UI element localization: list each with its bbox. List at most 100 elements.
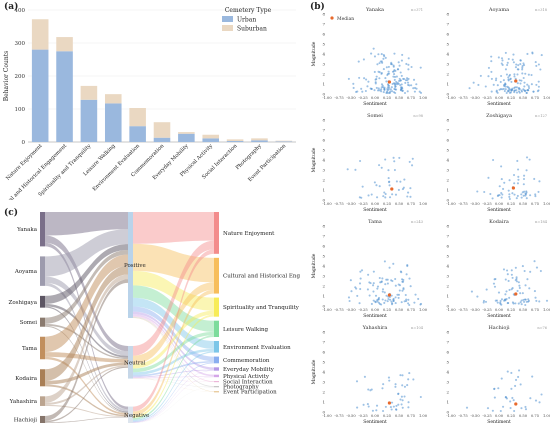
data-point: [504, 88, 507, 91]
data-point: [388, 266, 391, 269]
data-point: [403, 300, 406, 303]
data-point: [513, 193, 516, 196]
x-tick-label: -0.50: [470, 202, 480, 206]
y-tick-label: 6: [446, 350, 449, 355]
y-tick-label: 200: [15, 74, 26, 80]
data-point: [496, 301, 499, 304]
data-point: [522, 64, 526, 67]
sankey-link: [45, 384, 128, 417]
data-point: [509, 406, 512, 410]
source-label: Hachioji: [14, 417, 37, 423]
data-point: [487, 66, 490, 69]
data-point: [486, 407, 490, 410]
data-point: [519, 82, 522, 85]
data-point: [516, 289, 519, 293]
data-point: [520, 299, 523, 302]
data-point: [517, 178, 520, 181]
x-tick-label: 0.75: [407, 308, 416, 312]
data-point: [518, 91, 521, 94]
data-point: [545, 299, 549, 302]
y-tick-label: 4: [446, 264, 449, 269]
data-point: [379, 60, 382, 63]
data-point: [410, 84, 413, 87]
data-point: [381, 277, 384, 280]
data-point: [381, 298, 384, 301]
data-point: [376, 285, 380, 288]
data-point: [507, 79, 510, 82]
data-point: [529, 397, 532, 400]
data-point: [523, 190, 526, 193]
data-point: [520, 303, 523, 306]
behavior-node: [214, 381, 219, 383]
y-tick-label: 4: [446, 52, 449, 57]
data-point: [537, 85, 540, 88]
data-point: [394, 383, 397, 386]
data-point: [412, 87, 415, 90]
x-tick-label: -1.00: [322, 414, 332, 418]
y-tick-label: 7: [446, 234, 449, 239]
sankey-link: [133, 310, 214, 369]
y-tick-label: 2: [322, 72, 325, 77]
behavior-node: [214, 386, 219, 388]
data-point: [373, 181, 376, 184]
data-point: [513, 91, 516, 94]
legend-label: Suburban: [237, 26, 267, 33]
data-point: [367, 194, 370, 197]
data-point: [502, 79, 505, 82]
data-point: [393, 69, 396, 72]
y-tick-label: 5: [446, 254, 449, 259]
legend-median-marker: [330, 16, 334, 20]
data-point: [487, 176, 490, 179]
sankey-link: [45, 265, 128, 381]
x-tick-label: -0.25: [482, 202, 492, 206]
data-point: [493, 396, 496, 399]
bar-urban: [275, 141, 293, 142]
y-tick-label: 6: [322, 32, 325, 37]
data-point: [506, 90, 509, 93]
data-point: [501, 59, 504, 62]
data-point: [405, 273, 408, 276]
data-point: [413, 90, 416, 93]
y-tick-label: 7: [322, 234, 325, 239]
data-point: [513, 73, 516, 76]
data-point: [533, 290, 536, 293]
data-point: [514, 302, 517, 305]
data-point: [385, 80, 388, 83]
data-point: [505, 290, 508, 293]
x-tick-label: 0.25: [383, 96, 392, 100]
source-label: Kodaira: [15, 376, 37, 382]
sankey-link: [133, 306, 214, 362]
data-point: [358, 302, 361, 305]
data-point: [360, 269, 364, 272]
data-point: [516, 82, 519, 85]
data-point: [406, 195, 409, 198]
y-tick-label: 5: [322, 254, 325, 259]
data-point: [500, 377, 503, 380]
data-point: [397, 61, 400, 64]
bar-urban: [104, 103, 122, 142]
data-point: [383, 191, 386, 194]
data-point: [484, 85, 487, 88]
x-tick-label: -0.75: [334, 308, 344, 312]
y-tick-label: 0: [446, 410, 449, 415]
data-point: [382, 53, 385, 57]
behavior-label: Environment Evaluation: [223, 345, 291, 351]
data-point: [501, 88, 504, 91]
x-tick-label: 0.50: [519, 96, 528, 100]
data-point: [347, 296, 351, 299]
data-point: [408, 303, 411, 307]
sentiment-node: [128, 345, 133, 379]
y-tick-label: 0: [322, 198, 325, 203]
data-point: [517, 375, 520, 379]
data-point: [404, 293, 407, 297]
data-point: [465, 406, 469, 409]
x-tick-label: 0.25: [383, 414, 392, 418]
data-point: [521, 265, 524, 268]
data-point: [516, 159, 519, 163]
median-point: [511, 186, 515, 190]
data-point: [380, 88, 383, 91]
data-point: [399, 270, 402, 273]
data-point: [352, 82, 355, 85]
data-point: [389, 406, 392, 409]
bar-suburban: [56, 37, 73, 52]
